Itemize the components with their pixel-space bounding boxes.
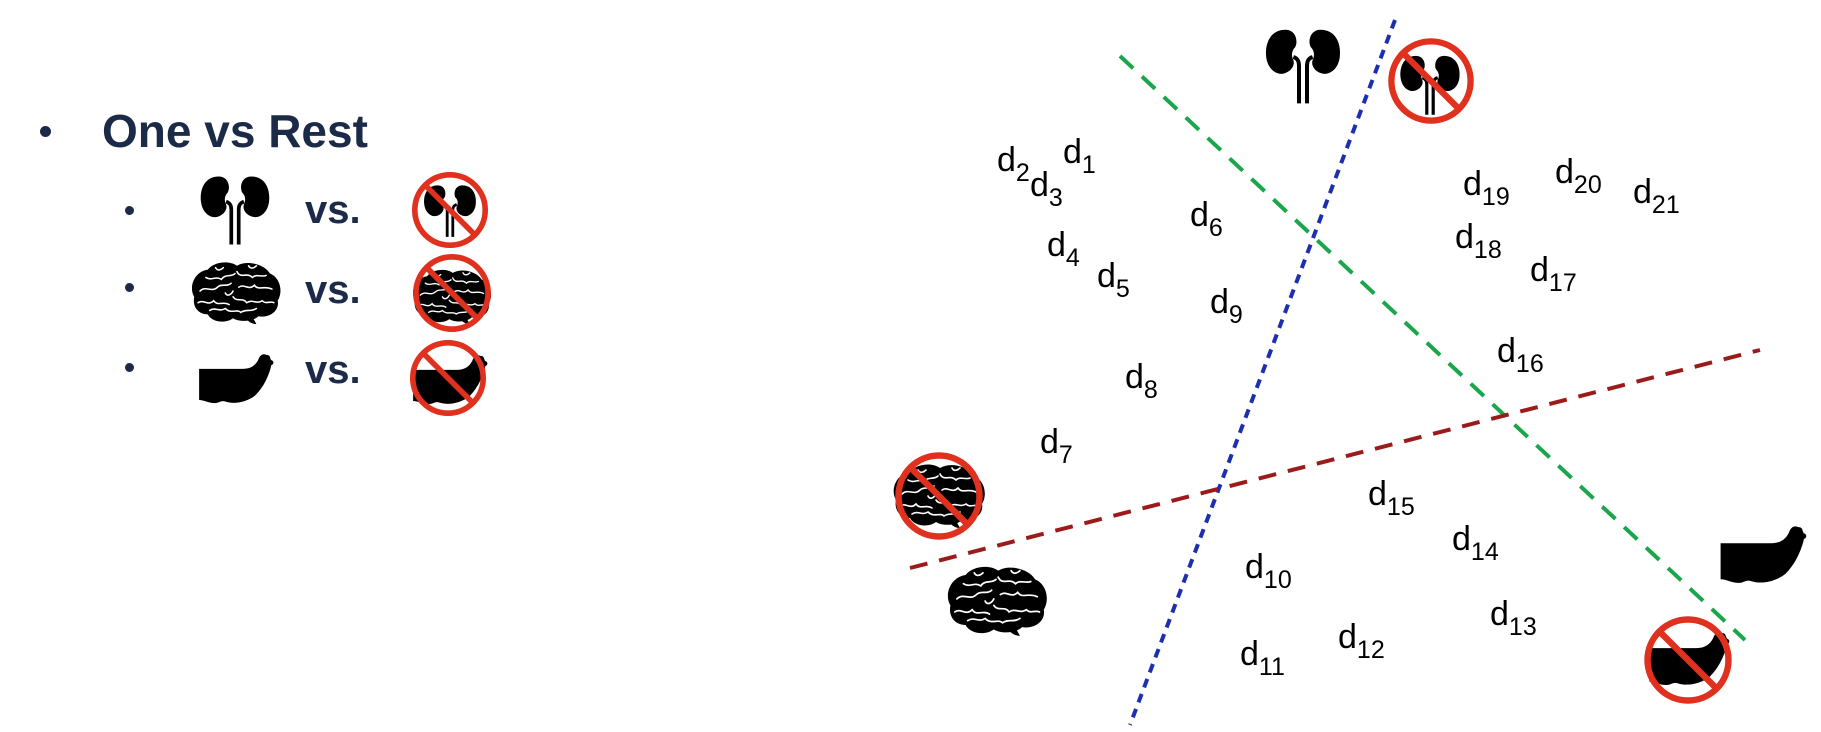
points-layer: d1 d2 d3 d4 d5 d6 d7 d8 d9 d10 d11 d12 d13 d14 d15 d16 d… (997, 133, 1680, 681)
decision-line-blue (1128, 19, 1397, 726)
data-point-label: d3 (1030, 166, 1063, 212)
data-point-label: d19 (1463, 165, 1510, 211)
data-point-label: d15 (1368, 475, 1415, 521)
data-point-label: d6 (1190, 196, 1223, 242)
not-kidney-icon (1391, 41, 1470, 120)
data-point-label: d14 (1452, 520, 1499, 566)
data-point-label: d1 (1063, 133, 1096, 179)
data-point-label: d9 (1210, 283, 1243, 329)
data-point-label: d21 (1633, 173, 1680, 219)
data-point-label: d2 (997, 141, 1030, 187)
data-point-label: d11 (1240, 635, 1285, 681)
data-point-label: d12 (1338, 618, 1385, 664)
bullet-dot (125, 206, 134, 215)
data-point-label: d7 (1040, 423, 1073, 469)
bullet-dot (40, 126, 51, 137)
data-point-label: d4 (1047, 226, 1080, 272)
vs-label: vs. (305, 268, 361, 312)
not-brain-icon (892, 456, 986, 537)
data-point-label: d17 (1530, 251, 1577, 297)
bullet-dot (125, 363, 134, 372)
vs-label: vs. (305, 348, 361, 392)
data-point-label: d20 (1555, 153, 1602, 199)
not-foot-icon (1648, 620, 1730, 701)
decision-line-red (909, 348, 1761, 570)
brain-icon (946, 566, 1048, 637)
data-point-label: d13 (1490, 595, 1537, 641)
slide-heading: One vs Rest (102, 105, 368, 157)
foot-icon (1720, 526, 1807, 583)
data-point-label: d10 (1245, 548, 1292, 594)
data-point-label: d18 (1455, 218, 1502, 264)
data-point-label: d8 (1125, 358, 1158, 404)
bullet-dot (125, 283, 134, 292)
kidney-icon (1266, 30, 1340, 104)
vs-label: vs. (305, 188, 361, 232)
decision-line-green (1118, 54, 1747, 642)
data-point-label: d16 (1497, 332, 1544, 378)
data-point-label: d5 (1097, 257, 1130, 303)
